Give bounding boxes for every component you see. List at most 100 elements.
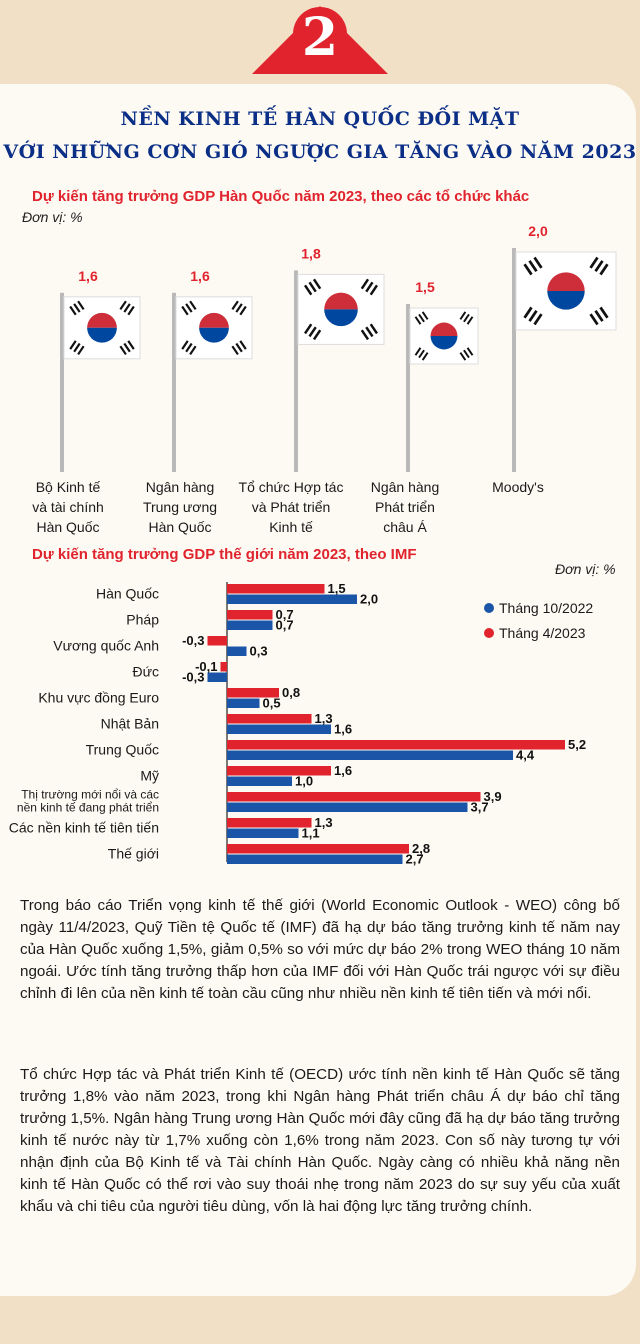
bar-october-2022 — [227, 646, 247, 656]
headline-line-1: NỀN KINH TẾ HÀN QUỐC ĐỐI MẶT — [120, 108, 520, 130]
imf-bar-chart: 1,5 2,0 Hàn Quốc 0,70,7 Pháp -0,3 0,3 Vương quố… — [9, 581, 594, 867]
trigram-bar — [466, 347, 474, 356]
taegeuk-red — [199, 312, 229, 328]
flag-icon — [512, 248, 617, 472]
bar-october-2022 — [227, 698, 260, 708]
headline-line-2: VỚI NHỮNG CƠN GIÓ NGƯỢC GIA TĂNG VÀO NĂM… — [3, 141, 637, 163]
bar-value-label: 0,5 — [263, 696, 281, 711]
legend-marker — [484, 628, 494, 638]
bar-value-label: -0,3 — [182, 633, 204, 648]
category-label: Ngân hàng — [371, 479, 440, 495]
trigram-bar — [418, 349, 425, 359]
category-label: Trung ương — [143, 499, 217, 515]
legend-marker — [484, 603, 494, 613]
trigram-bar — [414, 347, 422, 356]
trigram-bar — [123, 303, 131, 313]
trigram-bar — [421, 352, 429, 361]
bar-april-2023 — [227, 610, 273, 620]
category-label: và Phát triển — [252, 499, 331, 515]
trigram-bar — [369, 323, 378, 335]
trigram-bar — [589, 256, 599, 269]
trigram-bar — [304, 323, 313, 335]
category-label: Hàn Quốc — [36, 519, 99, 535]
taegeuk-blue — [199, 327, 229, 343]
trigram-bar — [239, 340, 247, 350]
trigram-bar — [365, 326, 374, 338]
taegeuk-red — [324, 292, 358, 310]
trigram-bar — [69, 305, 77, 316]
row-label: Thị trường mới nổi và các — [21, 788, 159, 802]
bar-october-2022 — [227, 776, 292, 786]
flag-icon — [406, 304, 479, 472]
flag-pole — [172, 292, 176, 472]
bar-value-label: 1,1 — [302, 826, 320, 841]
taegeuk-blue — [430, 336, 458, 350]
trigram-bar — [414, 316, 422, 325]
bar-value-label: 4,4 — [516, 748, 535, 763]
row-label: Đức — [133, 664, 159, 680]
trigram-bar — [594, 310, 604, 322]
chart1-title: Dự kiến tăng trưởng GDP Hàn Quốc năm 202… — [32, 188, 530, 205]
trigram-bar — [181, 305, 189, 316]
flag-icon — [172, 292, 253, 472]
legend-label: Tháng 4/2023 — [499, 625, 586, 641]
chart2-title: Dự kiến tăng trưởng GDP thế giới năm 202… — [32, 546, 417, 563]
bar-april-2023 — [227, 818, 312, 828]
flag-value-label: 1,8 — [301, 245, 321, 261]
bar-value-label: 0,7 — [276, 607, 294, 622]
trigram-bar — [528, 260, 538, 272]
trigram-bar — [185, 342, 193, 353]
trigram-bar — [235, 342, 243, 353]
trigram-bar — [189, 345, 197, 356]
trigram-bar — [594, 260, 604, 272]
category-label: Bộ Kinh tế — [36, 479, 101, 495]
chart2-unit: Đơn vị: % — [555, 561, 616, 577]
bar-value-label: 1,3 — [315, 815, 333, 830]
trigram-bar — [73, 303, 81, 313]
trigram-bar — [185, 303, 193, 313]
taegeuk-blue — [324, 309, 358, 327]
bar-value-label: 1,5 — [328, 581, 346, 596]
row-label: Trung Quốc — [86, 742, 159, 758]
body-paragraph-1: Trong báo cáo Triển vọng kinh tế thế giớ… — [20, 897, 620, 1002]
bar-april-2023 — [227, 688, 279, 698]
trigram-bar — [463, 349, 470, 359]
bar-april-2023 — [227, 584, 325, 594]
trigram-bar — [239, 305, 247, 316]
bar-october-2022 — [227, 750, 513, 760]
bar-value-label: 3,7 — [471, 800, 489, 815]
bar-value-label: 2,0 — [360, 592, 378, 607]
trigram-bar — [77, 345, 85, 356]
row-label: Vương quốc Anh — [53, 638, 159, 654]
flag-pole — [406, 304, 410, 472]
trigram-bar — [119, 345, 127, 356]
category-label: và tài chính — [32, 499, 104, 515]
trigram-bar — [369, 284, 378, 296]
bar-value-label: 0,7 — [276, 618, 294, 633]
category-label: Hàn Quốc — [148, 519, 211, 535]
bar-value-label: 0,3 — [250, 644, 268, 659]
bar-value-label: 1,6 — [334, 763, 352, 778]
trigram-bar — [231, 300, 239, 311]
flag-pole — [60, 292, 64, 472]
row-label: Mỹ — [140, 768, 159, 784]
trigram-bar — [459, 311, 467, 320]
taegeuk-blue — [547, 291, 585, 310]
row-label: Nhật Bản — [101, 716, 159, 732]
trigram-bar — [69, 340, 77, 350]
trigram-bar — [599, 306, 609, 319]
flag-value-label: 1,5 — [415, 279, 435, 295]
trigram-bar — [418, 313, 425, 323]
bar-value-label: 1,0 — [295, 774, 313, 789]
taegeuk-red — [547, 272, 585, 291]
badge-number: 2 — [302, 7, 338, 68]
category-label: Tổ chức Hợp tác — [239, 479, 344, 495]
bar-april-2023 — [227, 844, 409, 854]
bar-value-label: -0,1 — [195, 659, 217, 674]
trigram-bar — [123, 342, 131, 353]
flag-value-label: 1,6 — [78, 268, 98, 284]
trigram-bar — [231, 345, 239, 356]
legend-label: Tháng 10/2022 — [499, 600, 593, 616]
flag-pole — [294, 270, 298, 472]
bar-october-2022 — [227, 594, 357, 604]
